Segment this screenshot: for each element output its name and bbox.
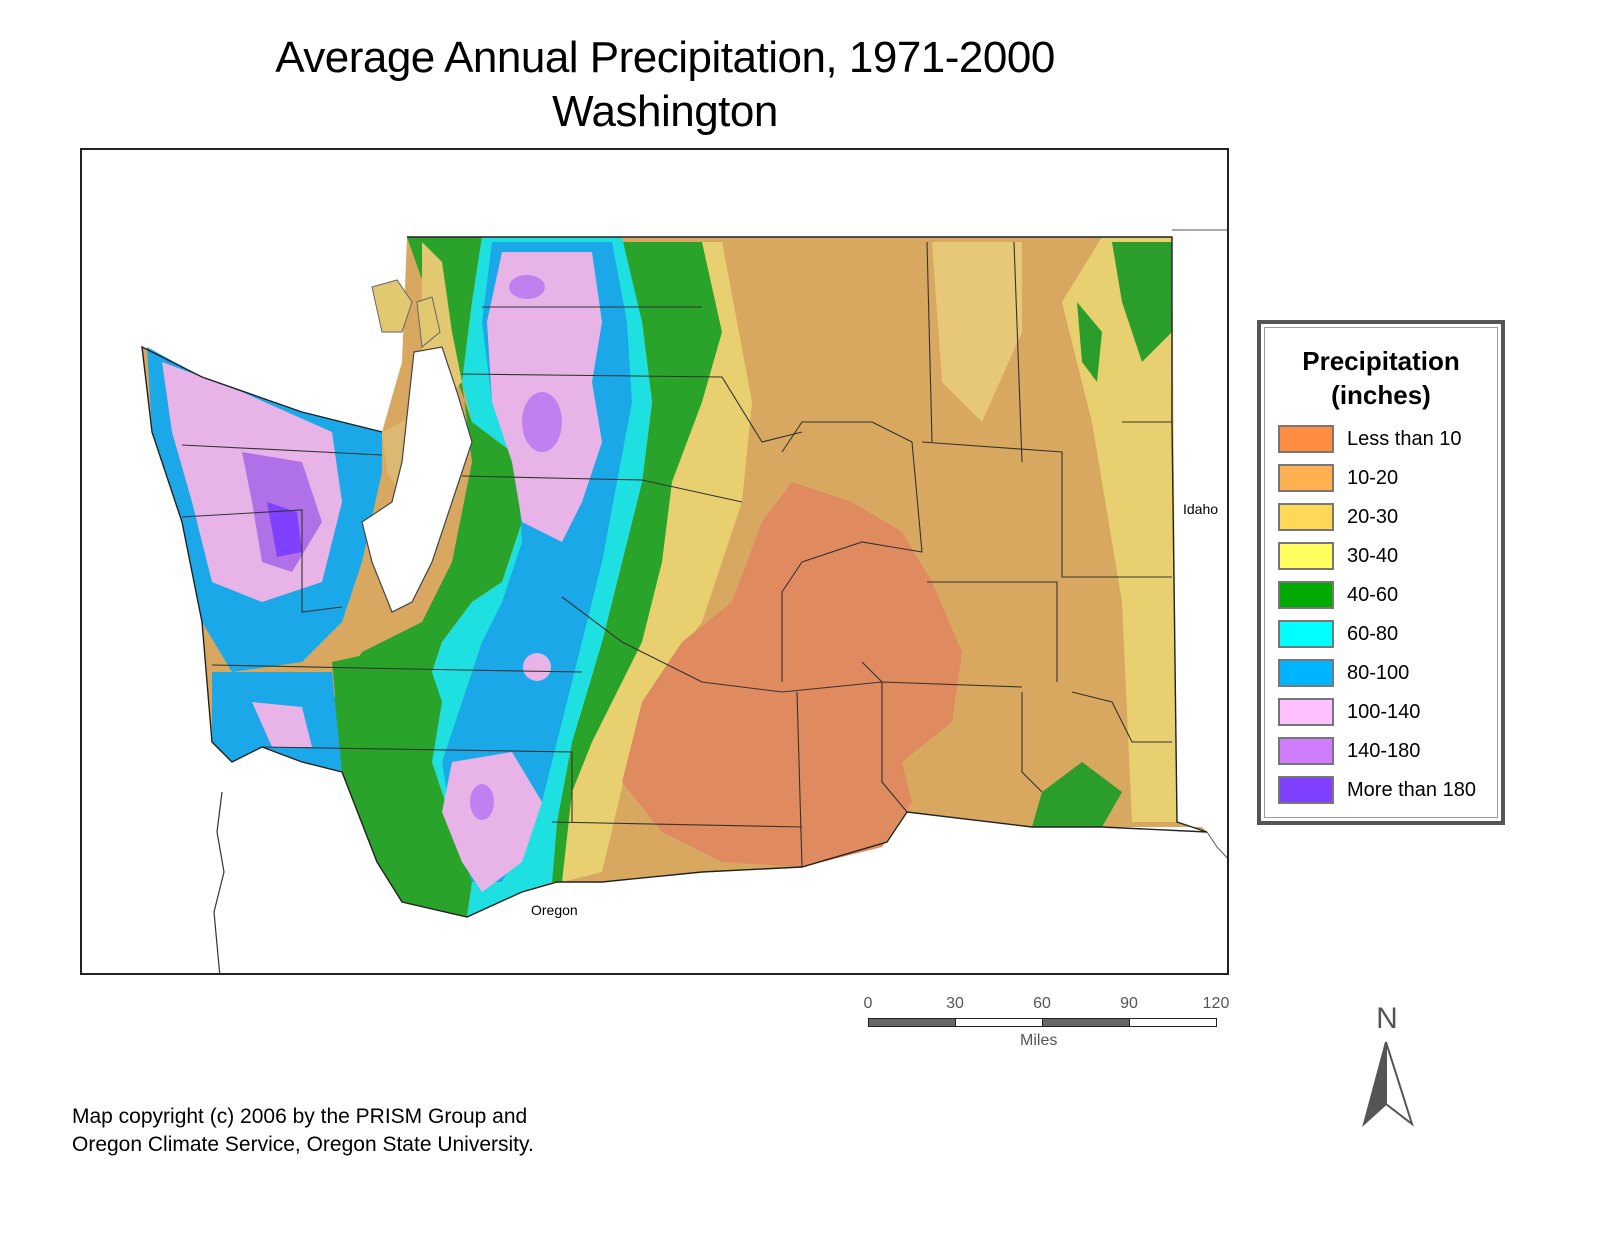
legend-swatch	[1278, 503, 1334, 531]
legend-item: 40-60	[1278, 580, 1398, 610]
legend-item: 30-40	[1278, 541, 1398, 571]
north-arrow-icon	[1362, 1041, 1414, 1128]
idaho-label: Idaho	[1183, 501, 1219, 517]
north-arrow: N	[1356, 1002, 1418, 1128]
legend-swatch	[1278, 776, 1334, 804]
legend-item: 60-80	[1278, 619, 1398, 649]
oregon-label: Oregon	[531, 902, 578, 918]
legend-title: Precipitation (inches)	[1302, 346, 1460, 410]
legend-swatch	[1278, 659, 1334, 687]
legend-item: 140-180	[1278, 736, 1420, 766]
scale-bar: 0 30 60 90 120 Miles	[863, 995, 1230, 1049]
legend-item: 80-100	[1278, 658, 1409, 688]
map-frame: Oregon Idaho	[80, 148, 1229, 975]
legend-swatch	[1278, 737, 1334, 765]
legend-item: Less than 10	[1278, 424, 1462, 454]
legend-swatch	[1278, 620, 1334, 648]
precipitation-map	[141, 229, 1227, 973]
map-subtitle: Washington	[552, 87, 778, 136]
legend-item: 10-20	[1278, 463, 1398, 493]
map-title: Average Annual Precipitation, 1971-2000	[275, 33, 1055, 82]
legend-item: 20-30	[1278, 502, 1398, 532]
legend-item: 100-140	[1278, 697, 1420, 727]
legend-swatch	[1278, 542, 1334, 570]
legend-swatch	[1278, 698, 1334, 726]
copyright-credit: Map copyright (c) 2006 by the PRISM Grou…	[72, 1105, 534, 1156]
legend-swatch	[1278, 464, 1334, 492]
legend-item: More than 180	[1278, 775, 1476, 805]
legend-swatch	[1278, 425, 1334, 453]
legend-swatch	[1278, 581, 1334, 609]
legend: Precipitation (inches) Less than 10 10-2…	[1257, 320, 1505, 825]
county-boundaries	[181, 241, 1172, 868]
